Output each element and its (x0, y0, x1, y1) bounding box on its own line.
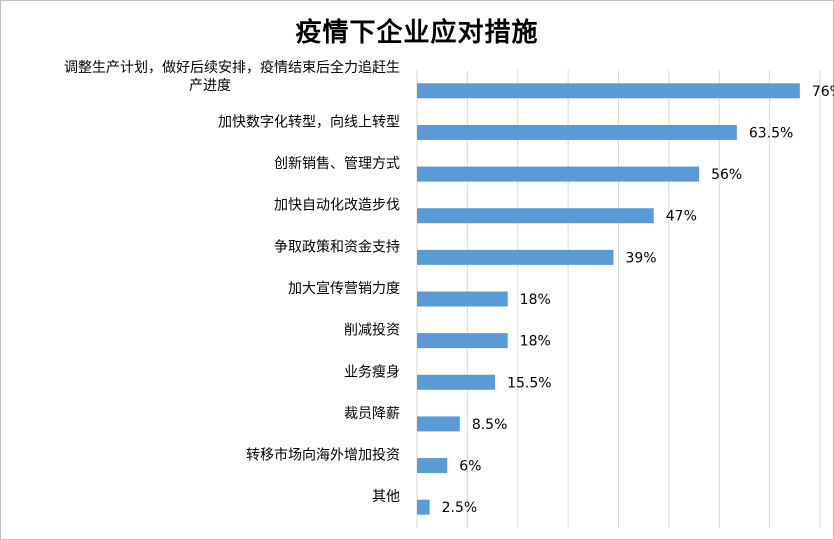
category-label-line: 产进度 (189, 78, 231, 94)
value-label: 6% (459, 459, 481, 475)
bar (417, 124, 737, 140)
bar (417, 83, 800, 99)
category-label-line: 调整生产计划，做好后续安排，疫情结束后全力追赶生 (64, 59, 400, 76)
value-labels: 76% 63.5% 56% 47% 39% 18% 18% 15.5% 8.5% 6% 2.5% (442, 84, 834, 516)
value-label: 76% (812, 84, 834, 100)
value-label: 18% (520, 334, 551, 350)
bars (417, 83, 800, 515)
category-label: 加大宣传营销力度 (288, 281, 400, 297)
bar (417, 249, 614, 265)
value-label: 18% (520, 292, 551, 308)
category-label: 裁员降薪 (344, 406, 400, 422)
category-label: 创新销售、管理方式 (274, 156, 400, 172)
grid-lines (416, 70, 821, 528)
bar (417, 499, 430, 515)
bar (417, 333, 508, 349)
category-label: 业务瘦身 (344, 363, 400, 380)
bar (417, 166, 700, 182)
category-label: 转移市场向海外增加投资 (246, 447, 400, 464)
category-label: 其他 (372, 489, 400, 505)
value-label: 47% (666, 209, 697, 225)
value-label: 39% (625, 250, 656, 266)
category-label: 争取政策和资金支持 (274, 238, 400, 255)
chart-title: 疫情下企业应对措施 (295, 18, 539, 48)
bar (417, 416, 460, 432)
bar (417, 374, 496, 390)
category-label: 调整生产计划，做好后续安排，疫情结束后全力追赶生产进度 (64, 59, 400, 94)
category-label: 削减投资 (344, 323, 400, 339)
value-label: 8.5% (472, 417, 508, 433)
category-labels: 调整生产计划，做好后续安排，疫情结束后全力追赶生产进度加快数字化转型，向线上转型… (64, 59, 400, 505)
bar (417, 208, 654, 224)
value-label: 15.5% (507, 375, 551, 391)
bar (417, 291, 508, 307)
category-label: 加快数字化转型，向线上转型 (218, 114, 400, 130)
value-label: 56% (711, 167, 742, 183)
bar (417, 458, 448, 474)
value-label: 2.5% (442, 500, 478, 516)
value-label: 63.5% (749, 125, 793, 141)
category-label: 加快自动化改造步伐 (274, 198, 400, 214)
